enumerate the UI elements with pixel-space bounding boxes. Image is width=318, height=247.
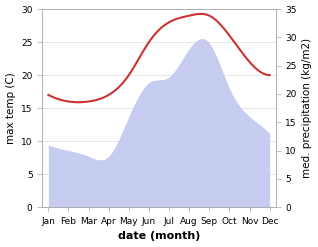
Y-axis label: max temp (C): max temp (C) bbox=[5, 72, 16, 144]
Y-axis label: med. precipitation (kg/m2): med. precipitation (kg/m2) bbox=[302, 38, 313, 178]
X-axis label: date (month): date (month) bbox=[118, 231, 200, 242]
